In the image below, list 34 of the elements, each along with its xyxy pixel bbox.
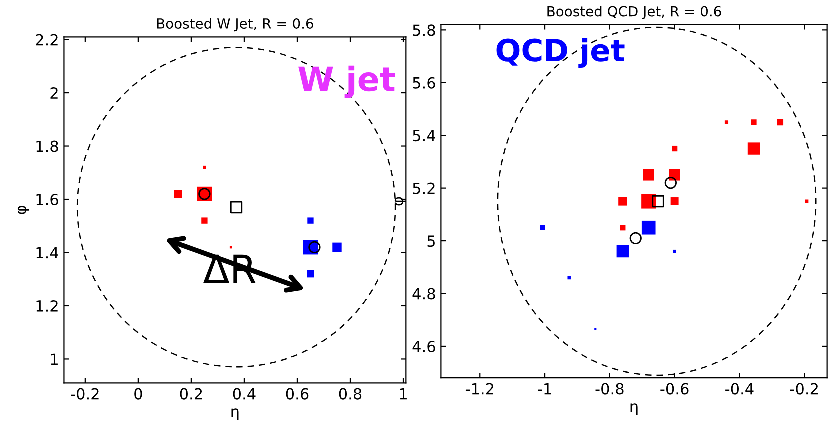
y-axis-title: φ — [18, 206, 30, 214]
x-tick-label: -0.4 — [726, 383, 754, 395]
x-axis-title: η — [232, 408, 239, 420]
y-tick-label: 5 — [428, 236, 435, 248]
y-tick-label: 5.6 — [413, 77, 436, 89]
y-tick-label: 4.6 — [412, 340, 436, 353]
annotation: QCD jet — [496, 38, 625, 68]
x-tick-label: -1 — [538, 383, 552, 395]
x-tick-label: 0.4 — [233, 388, 256, 400]
y-tick-label: 2.2 — [36, 34, 58, 46]
y-tick-label: 1.4 — [36, 247, 58, 259]
x-tick-label: -0.2 — [790, 383, 818, 395]
chart-title: Boosted W Jet, R = 0.6 — [157, 18, 314, 32]
x-tick-label: -0.2 — [71, 388, 99, 400]
x-tick-label: -1.2 — [466, 383, 494, 395]
y-tick-label: 1.8 — [36, 140, 58, 152]
y-tick-label: 1.2 — [36, 300, 58, 312]
x-tick-label: 0.6 — [286, 388, 309, 400]
x-tick-label: 0 — [134, 388, 142, 400]
y-tick-label: 5.4 — [413, 130, 436, 142]
x-tick-label: 1 — [400, 388, 407, 400]
y-tick-label: 1.6 — [36, 194, 58, 206]
y-tick-label: 5.8 — [413, 24, 436, 36]
y-tick-label: 5.2 — [413, 182, 435, 194]
x-axis-title: η — [630, 404, 638, 416]
x-tick-label: -0.6 — [660, 383, 689, 395]
chart-title: Boosted QCD Jet, R = 0.6 — [548, 6, 722, 20]
x-tick-label: 0.8 — [339, 388, 362, 400]
y-tick-label: 4.8 — [412, 288, 436, 300]
y-tick-label: 1 — [51, 354, 58, 366]
x-tick-label: -0.8 — [596, 383, 624, 395]
y-tick-label: 2 — [50, 88, 58, 99]
x-tick-label: 0.2 — [180, 388, 202, 400]
annotation: W jet — [298, 66, 396, 98]
